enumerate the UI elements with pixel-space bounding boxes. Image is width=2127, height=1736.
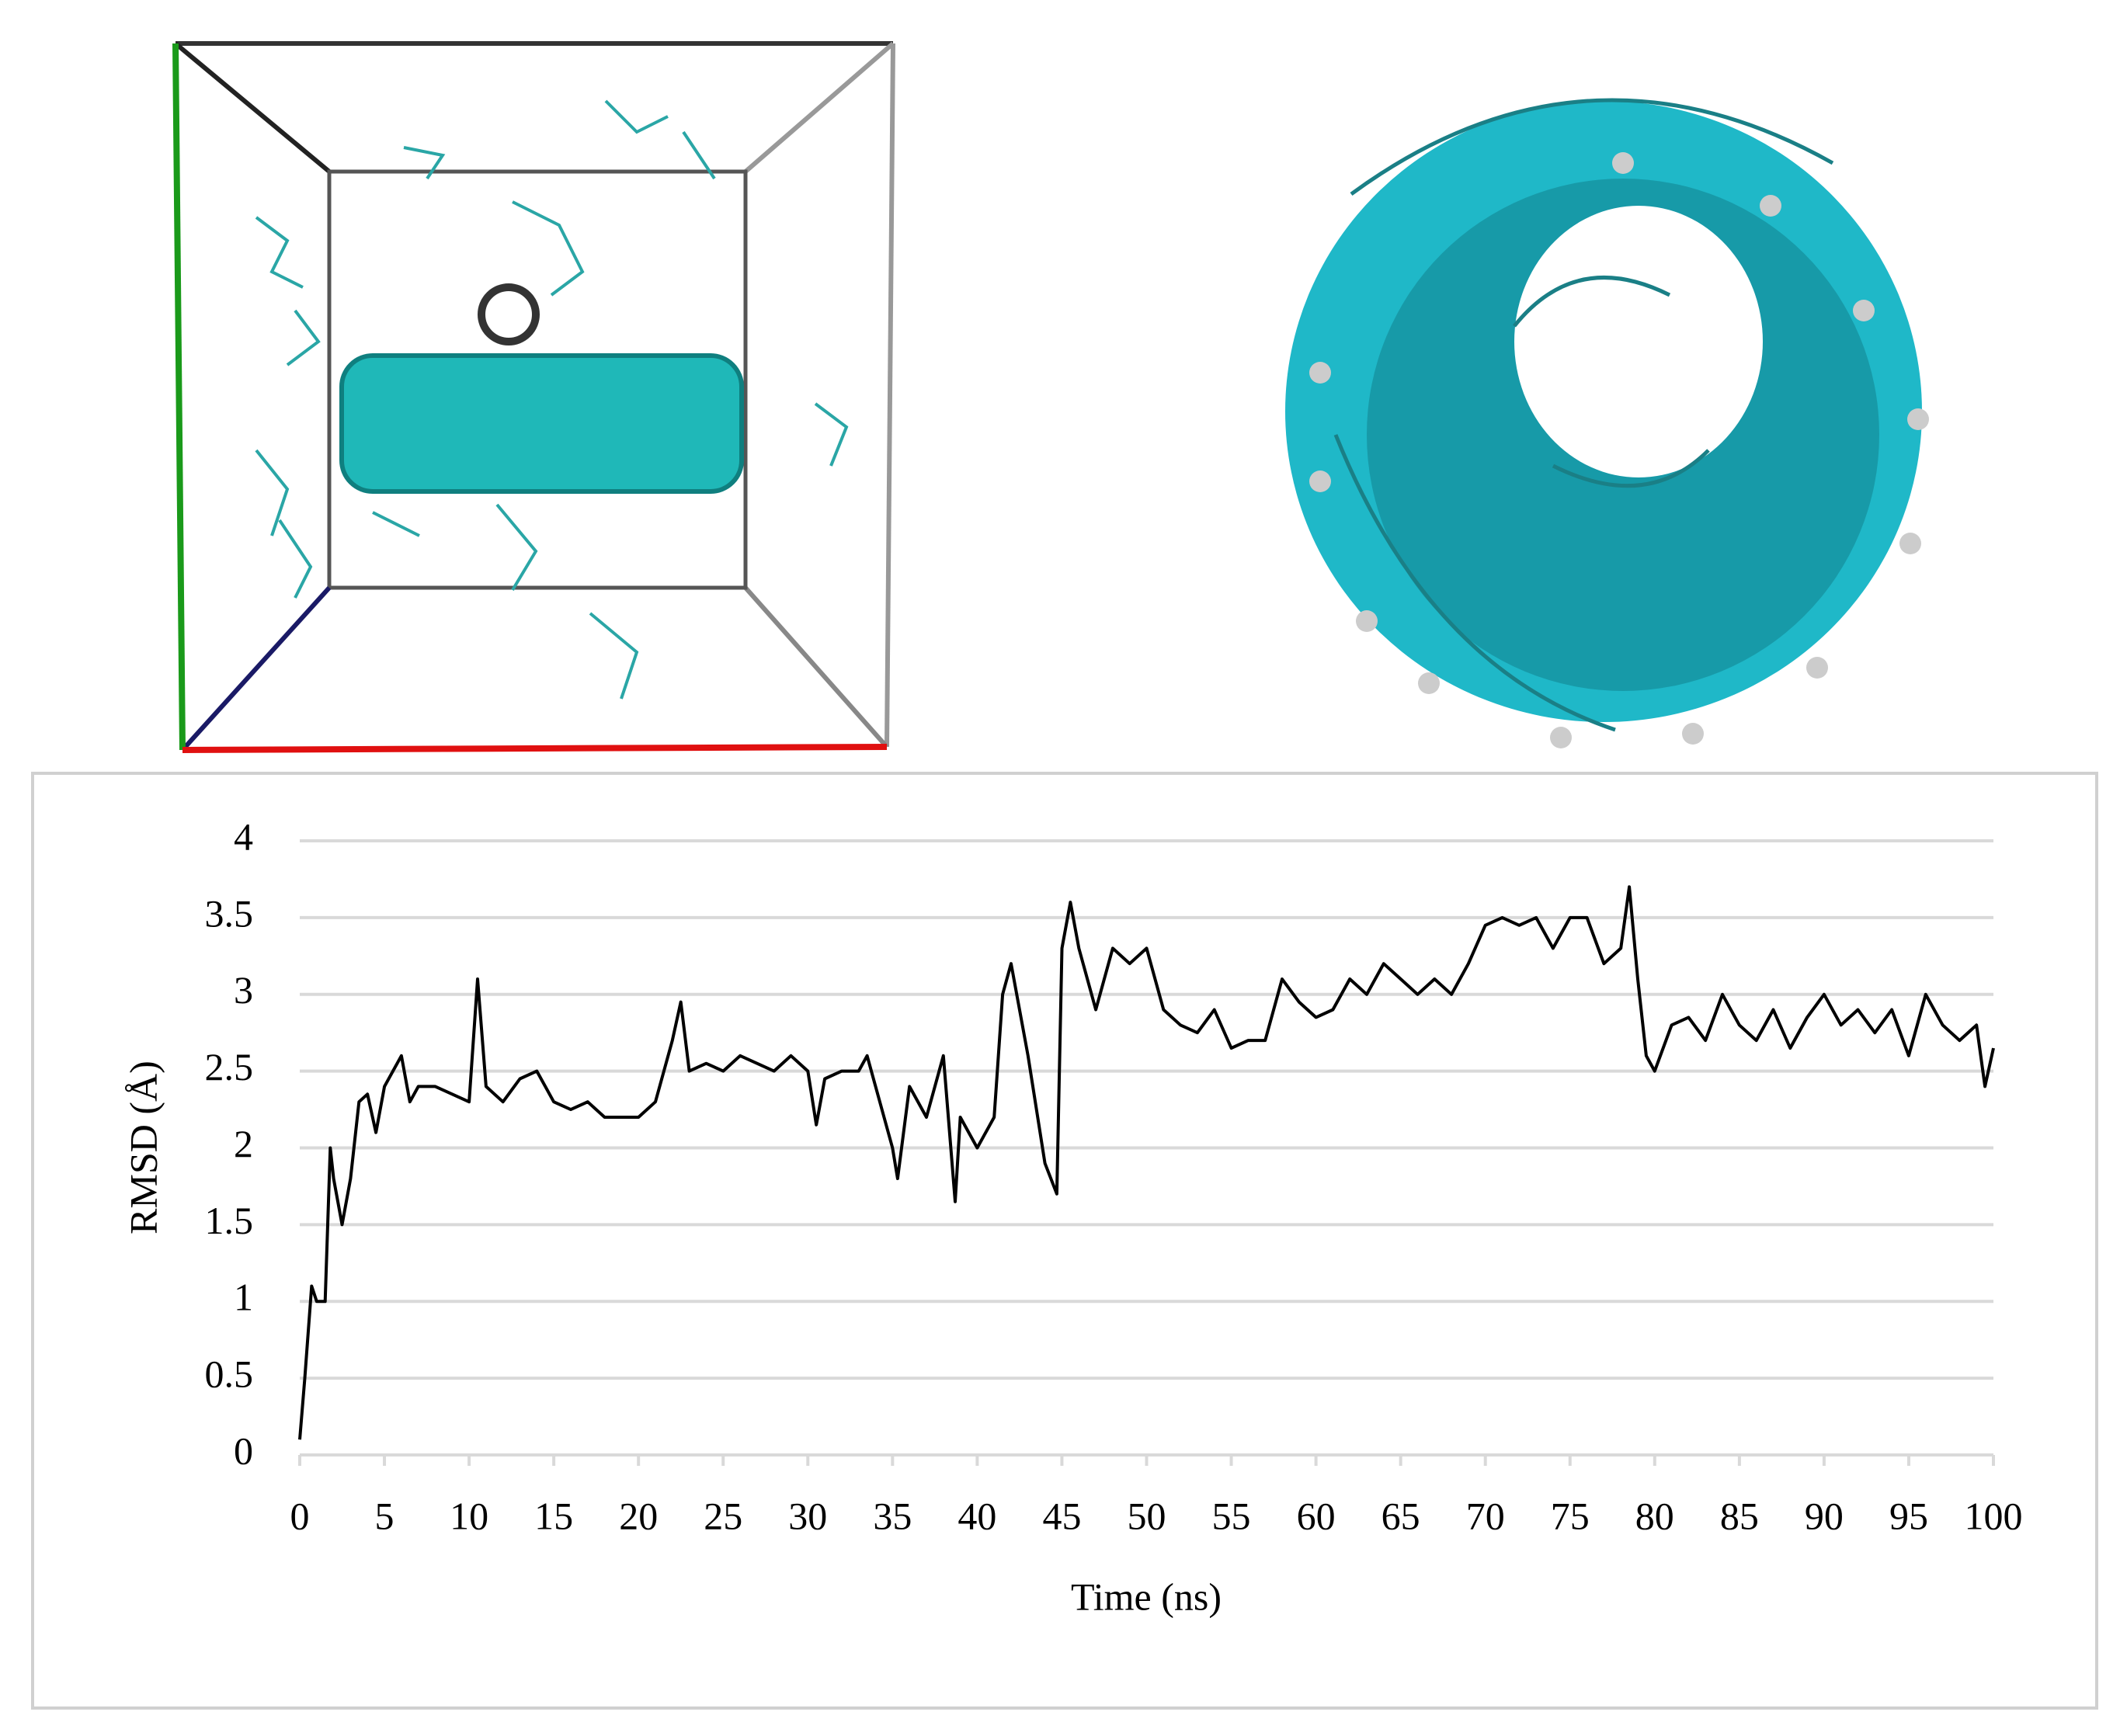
x-tick-label: 10 — [450, 1494, 488, 1537]
x-tick-label: 35 — [873, 1494, 912, 1537]
y-tick-label: 0.5 — [205, 1352, 254, 1396]
y-tick-label: 2.5 — [205, 1045, 254, 1088]
chart: 00.511.522.533.540 5 10 15 20 25 30 35 40 45 50 55 6… — [205, 814, 2023, 1537]
x-tick-label: 65 — [1382, 1494, 1420, 1537]
x-tick-label: 100 — [1965, 1494, 2023, 1537]
y-tick-label: 3 — [234, 968, 253, 1012]
y-tick-label: 2 — [234, 1122, 253, 1165]
x-axis-title: Time (ns) — [1071, 1575, 1222, 1618]
y-tick-label: 1 — [234, 1276, 253, 1319]
x-tick-label: 45 — [1042, 1494, 1081, 1537]
chart-frame — [31, 772, 2098, 1710]
simulation-box-image — [172, 41, 895, 753]
x-tick-label: 15 — [534, 1494, 573, 1537]
y-tick-label: 4 — [234, 814, 253, 858]
x-tick-label: 5 — [375, 1494, 394, 1537]
x-tick-label: 70 — [1466, 1494, 1505, 1537]
x-tick-label: 25 — [704, 1494, 742, 1537]
rmsd-line — [298, 885, 1995, 1440]
x-tick-label: 55 — [1212, 1494, 1251, 1537]
y-tick-label: 1.5 — [205, 1199, 254, 1242]
x-tick-label: 90 — [1805, 1494, 1844, 1537]
x-tick-label: 20 — [619, 1494, 658, 1537]
y-axis-title: RMSD (Å) — [121, 1061, 165, 1234]
x-tick-label: 30 — [788, 1494, 827, 1537]
x-tick-label: 75 — [1551, 1494, 1590, 1537]
x-tick-label: 60 — [1297, 1494, 1336, 1537]
x-tick-label: 85 — [1720, 1494, 1759, 1537]
x-tick-label: 80 — [1635, 1494, 1674, 1537]
x-tick-label: 95 — [1889, 1494, 1928, 1537]
y-tick-label: 0 — [234, 1429, 253, 1472]
x-tick-label: 40 — [957, 1494, 996, 1537]
x-tick-label: 50 — [1128, 1494, 1166, 1537]
x-tick-label: 0 — [290, 1494, 310, 1537]
nanotube-image — [1285, 98, 1929, 748]
y-tick-label: 3.5 — [205, 891, 254, 935]
